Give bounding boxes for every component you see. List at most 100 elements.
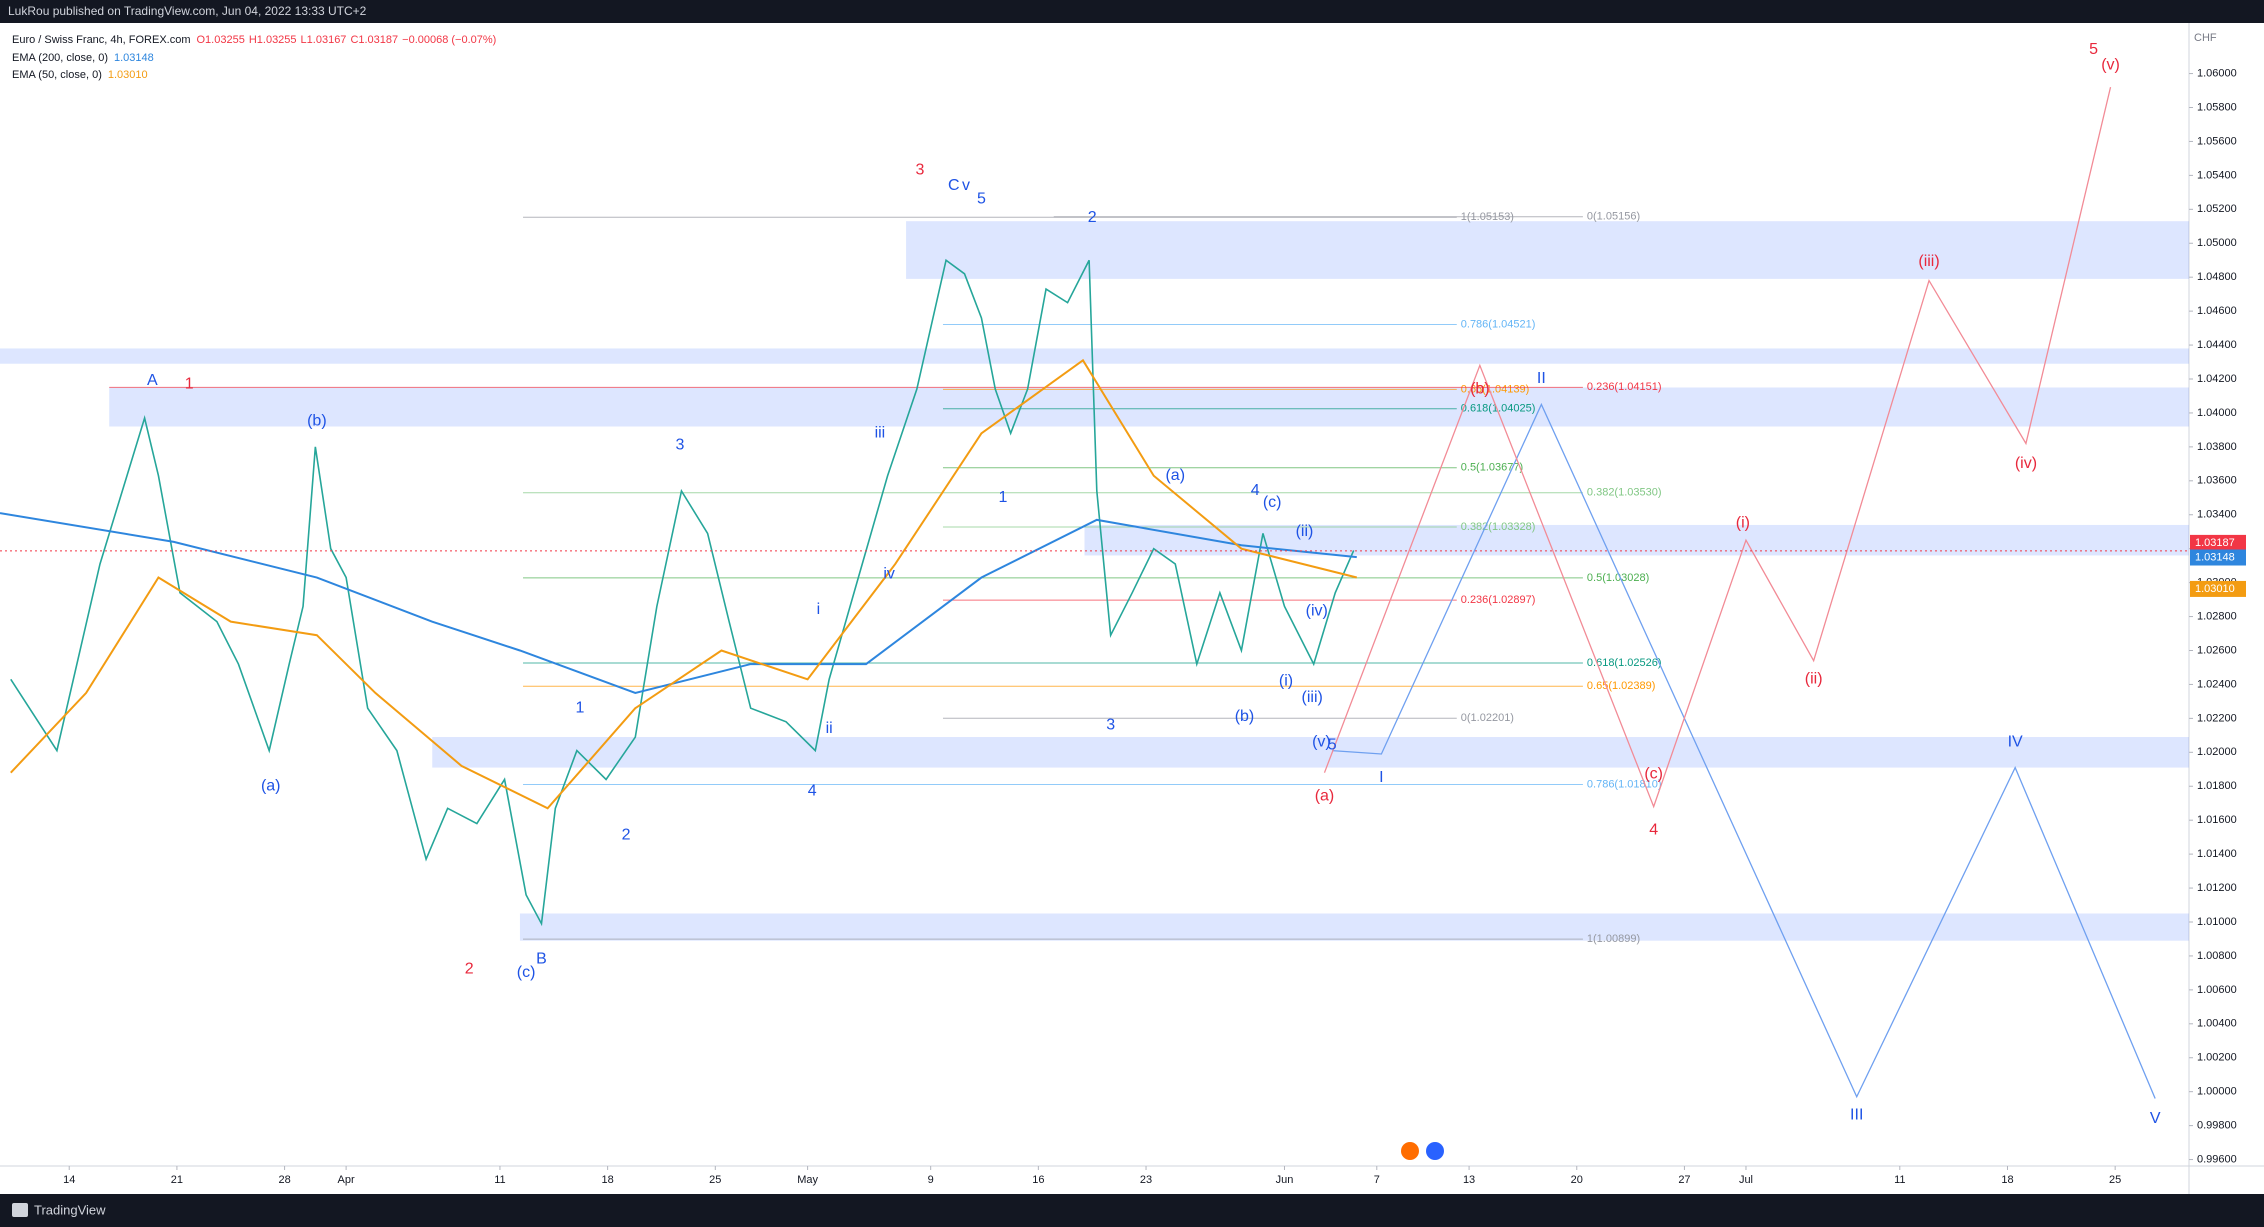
y-tick-label: 1.00400 [2197, 1018, 2237, 1030]
legend-value: 1.03010 [108, 69, 148, 81]
price-tag [2190, 580, 2246, 597]
wave-label: 3 [675, 436, 684, 453]
x-tick-label: Jul [1739, 1174, 1753, 1186]
wave-label: (iv) [2015, 455, 2037, 472]
bottom-bar [0, 1194, 2264, 1227]
x-tick-label: Jun [1276, 1174, 1294, 1186]
ema-line [10, 358, 1358, 810]
legend-row: EMA (200, close, 0) 1.03148 [12, 52, 154, 64]
footer-brand: TradingView [34, 1202, 106, 1217]
wave-label: v [962, 177, 970, 194]
x-tick-label: May [797, 1174, 818, 1186]
wave-label: (iv) [1306, 603, 1328, 620]
fib-label: 0.5(1.03677) [1461, 462, 1523, 474]
axis-unit: CHF [2194, 32, 2217, 44]
wave-label: 4 [1251, 482, 1260, 499]
fib-label: 0.618(1.04025) [1461, 403, 1536, 415]
y-tick-label: 1.02200 [2197, 712, 2237, 724]
y-tick-label: 1.02800 [2197, 610, 2237, 622]
zone [906, 221, 2189, 279]
y-tick-label: 1.05600 [2197, 135, 2237, 147]
x-tick-label: 25 [709, 1174, 721, 1186]
y-tick-label: 1.00200 [2197, 1052, 2237, 1064]
zone [432, 737, 2190, 768]
wave-label: ii [826, 720, 833, 737]
x-tick-label: 11 [494, 1174, 505, 1186]
wave-label: (c) [1263, 494, 1282, 511]
x-tick-label: 20 [1571, 1174, 1583, 1186]
legend-entry[interactable]: EMA (200, close, 0) [12, 52, 108, 64]
wave-label: 1 [185, 375, 194, 392]
fib-label: 0.5(1.03028) [1587, 572, 1649, 584]
price-tag [2190, 534, 2246, 551]
y-tick-label: 0.99600 [2197, 1153, 2237, 1165]
wave-label: 5 [2089, 41, 2098, 58]
x-tick-label: 23 [1140, 1174, 1152, 1186]
event-icon[interactable] [1426, 1142, 1444, 1160]
fib-label: 0(1.05156) [1587, 211, 1640, 223]
wave-label: 2 [622, 827, 631, 844]
wave-label: (c) [1644, 766, 1663, 783]
publisher: LukRou published on TradingView.com, Jun… [8, 4, 367, 18]
zone [0, 348, 2189, 364]
wave-label: iii [875, 425, 886, 442]
wave-label: 2 [465, 961, 474, 978]
legend-value: 1.03148 [114, 52, 154, 64]
wave-label: i [817, 601, 821, 618]
x-tick-label: 25 [2109, 1174, 2121, 1186]
price-tag [2190, 549, 2246, 566]
ema-line [0, 512, 1357, 694]
legend-entry[interactable]: EMA (50, close, 0) [12, 69, 102, 81]
wave-label: (v) [2101, 56, 2120, 73]
projection [1323, 86, 2112, 809]
legend-row: Euro / Swiss Franc, 4h, FOREX.com O1.0325… [12, 34, 496, 46]
wave-label: (ii) [1805, 671, 1823, 688]
wave-label: iv [883, 565, 895, 582]
top-bar [0, 0, 2264, 23]
wave-label: IV [2008, 733, 2023, 750]
zone [109, 387, 2190, 427]
price-tag-label: 1.03187 [2195, 537, 2235, 549]
wave-label: (a) [1165, 467, 1185, 484]
y-tick-label: 1.04400 [2197, 339, 2237, 351]
y-tick-label: 1.02000 [2197, 746, 2237, 758]
y-tick-label: 1.04600 [2197, 305, 2237, 317]
ohlc: C1.03187 [350, 34, 398, 46]
fib-label: 0.236(1.02897) [1461, 594, 1536, 606]
wave-label: (a) [261, 777, 281, 794]
ohlc: H1.03255 [249, 34, 297, 46]
y-tick-label: 1.02600 [2197, 644, 2237, 656]
event-icon[interactable] [1401, 1142, 1419, 1160]
y-tick-label: 1.04200 [2197, 373, 2237, 385]
x-tick-label: 27 [1678, 1174, 1690, 1186]
x-tick-label: 18 [602, 1174, 614, 1186]
fib-label: 0.786(1.04521) [1461, 318, 1536, 330]
fib-label: 0(1.02201) [1461, 712, 1514, 724]
x-tick-label: 21 [171, 1174, 183, 1186]
x-tick-label: 16 [1032, 1174, 1044, 1186]
wave-label: (a) [1315, 788, 1335, 805]
y-tick-label: 1.05000 [2197, 237, 2237, 249]
x-tick-label: 28 [278, 1174, 290, 1186]
y-tick-label: 1.00800 [2197, 950, 2237, 962]
wave-label: 4 [1649, 822, 1658, 839]
y-tick-label: 1.02400 [2197, 678, 2237, 690]
x-tick-label: Apr [338, 1174, 355, 1186]
fib-label: 0.65(1.02389) [1587, 680, 1656, 692]
wave-label: 3 [915, 162, 924, 179]
y-tick-label: 1.05200 [2197, 203, 2237, 215]
fib-label: 0.65(1.04139) [1461, 383, 1530, 395]
y-tick-label: 1.03600 [2197, 475, 2237, 487]
y-tick-label: 1.04000 [2197, 407, 2237, 419]
wave-label: II [1537, 370, 1546, 387]
plot: 1(1.05153)0.786(1.04521)0.65(1.04139)0.6… [0, 41, 2246, 1186]
y-tick-label: 1.03800 [2197, 441, 2237, 453]
x-tick-label: 18 [2001, 1174, 2013, 1186]
wave-label: 1 [999, 489, 1008, 506]
y-tick-label: 1.01800 [2197, 780, 2237, 792]
y-tick-label: 1.03400 [2197, 509, 2237, 521]
y-tick-label: 1.00000 [2197, 1086, 2237, 1098]
y-tick-label: 1.04800 [2197, 271, 2237, 283]
fib-label: 0.618(1.02526) [1587, 657, 1662, 669]
